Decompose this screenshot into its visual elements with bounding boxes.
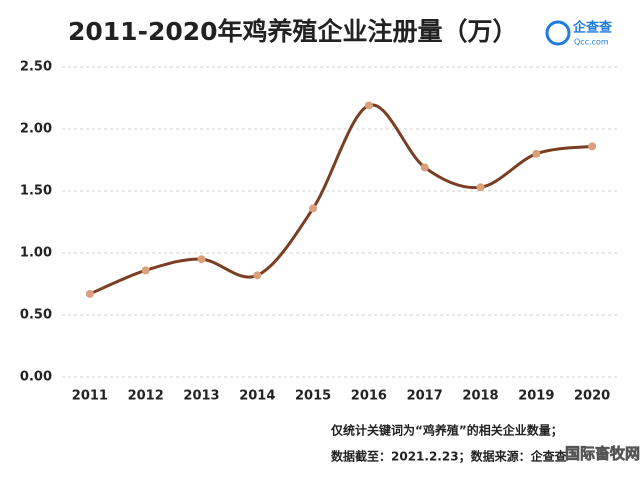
point xyxy=(309,204,318,213)
logo-name: 企查查 xyxy=(572,20,613,36)
y-tick-label: 0.00 xyxy=(20,370,52,385)
point xyxy=(532,149,541,158)
point xyxy=(141,266,150,275)
x-tick-label: 2012 xyxy=(128,389,164,404)
x-tick-label: 2011 xyxy=(72,389,108,404)
logo: 企查查 Qcc.com xyxy=(545,20,613,47)
logo-url: Qcc.com xyxy=(574,38,609,47)
point xyxy=(197,255,206,264)
x-tick-label: 2018 xyxy=(462,389,498,404)
footnote: 仅统计关键词为“鸡养殖”的相关企业数量； xyxy=(330,423,563,438)
watermark: 国际畜牧网 xyxy=(565,445,640,463)
x-tick-label: 2020 xyxy=(574,389,610,404)
y-tick-label: 1.50 xyxy=(20,184,52,199)
x-tick-label: 2014 xyxy=(239,389,275,404)
line xyxy=(89,103,593,296)
logo-icon xyxy=(545,20,571,46)
point xyxy=(588,142,597,151)
y-tick-label: 2.50 xyxy=(20,60,52,75)
point xyxy=(476,183,485,192)
y-tick-label: 0.50 xyxy=(20,308,52,323)
y-tick-label: 1.00 xyxy=(20,246,52,261)
x-tick-label: 2015 xyxy=(295,389,331,404)
x-tick-label: 2016 xyxy=(351,389,387,404)
chart-title: 2011-2020年鸡养殖企业注册量（万） xyxy=(68,17,518,46)
x-tick-label: 2013 xyxy=(183,389,219,404)
y-tick-label: 2.00 xyxy=(20,122,52,137)
x-tick-label: 2019 xyxy=(518,389,554,404)
x-tick-label: 2017 xyxy=(407,389,443,404)
footnote: 数据截至：2021.2.23；数据来源：企查查 xyxy=(331,449,568,464)
point xyxy=(85,289,94,298)
point xyxy=(253,271,262,280)
point xyxy=(420,163,429,172)
point xyxy=(364,101,373,110)
